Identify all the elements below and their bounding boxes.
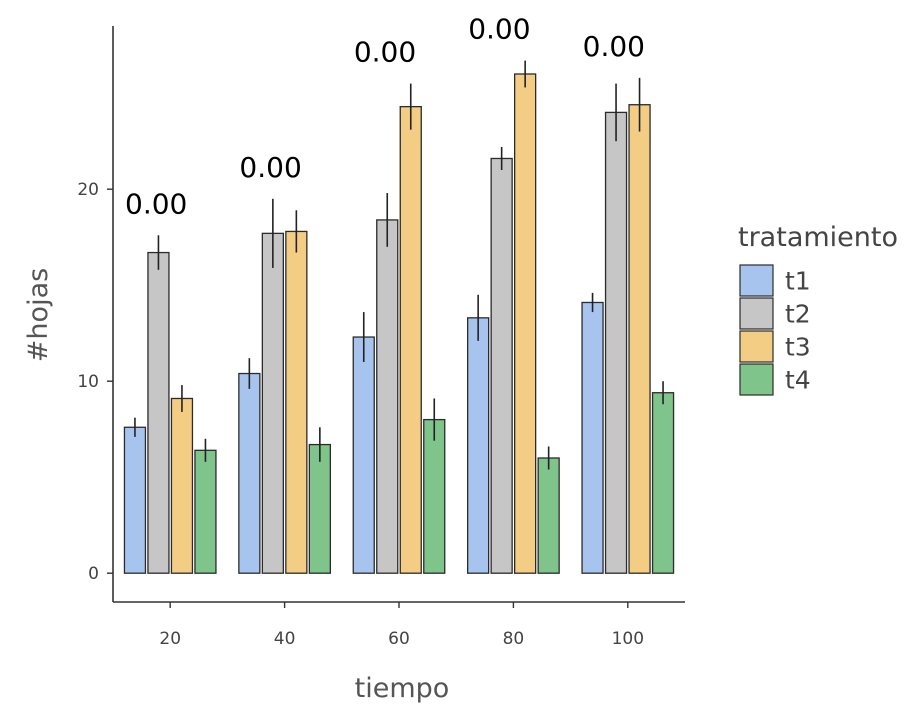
y-axis-title: #hojas [23,268,54,362]
annotation-label: 0.00 [583,30,645,63]
x-axis-title: tiempo [355,673,450,704]
x-tick-label: 80 [503,629,525,649]
plot-area: 0.00 0.00 0.00 0.00 0.00 [123,13,675,574]
bar-t2-80 [490,157,513,574]
bar-t1-100 [581,301,604,574]
annotation-label: 0.00 [468,13,530,46]
y-tick-label: 20 [77,180,99,200]
bar-t3-20 [170,397,194,574]
bar-t3-100 [628,104,651,574]
x-tick-label: 40 [274,629,296,649]
legend-label-t3: t3 [785,333,811,362]
bar-t3-40 [285,230,308,574]
legend-label-t4: t4 [785,366,811,395]
y-tick-label: 10 [77,372,99,392]
bar-t2-20 [147,251,170,574]
bar-t4-100 [651,392,675,574]
legend-key-t3 [739,330,774,363]
y-axis: 0 10 20 [77,26,114,602]
annotation-label: 0.00 [239,151,301,184]
bar-t1-80 [466,317,490,574]
bar-t2-100 [604,111,628,574]
bar-t1-40 [238,372,261,574]
legend: tratamiento t1 t2 t3 t4 [738,222,898,396]
bar-t1-20 [123,426,147,574]
x-tick-label: 100 [612,629,644,649]
y-tick-label: 0 [88,564,99,584]
x-tick-label: 60 [388,629,410,649]
annotation-label: 0.00 [354,36,416,69]
bar-t1-60 [352,336,375,574]
legend-key-t2 [739,297,774,330]
legend-label-t1: t1 [785,267,811,296]
bar-t3-60 [399,105,422,574]
annotation-label: 0.00 [125,187,187,220]
legend-label-t2: t2 [785,300,811,329]
bar-t4-80 [537,457,560,574]
bar-t4-60 [423,418,446,574]
legend-key-t4 [739,363,774,396]
bar-t2-40 [261,232,285,574]
bar-t4-20 [194,449,217,574]
legend-title: tratamiento [738,222,898,253]
x-tick-label: 20 [159,629,181,649]
bar-t3-80 [514,73,537,574]
bar-t2-60 [376,219,399,574]
legend-key-t1 [739,264,774,297]
x-axis: 20 40 60 80 100 [113,601,685,649]
bar-t4-40 [308,443,332,574]
